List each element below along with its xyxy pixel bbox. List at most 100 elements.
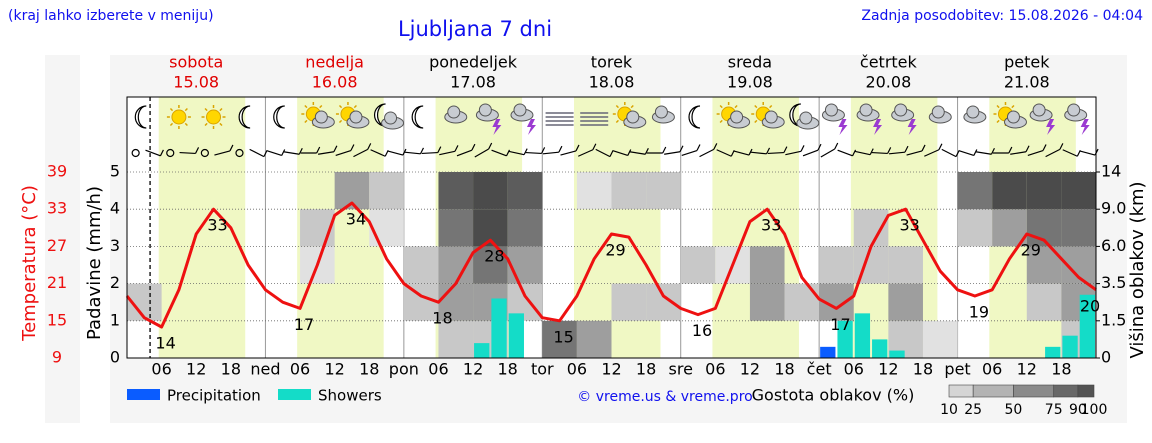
cloud-legend-tick: 90 [1069, 402, 1087, 418]
cloud-cell [507, 209, 543, 247]
wind-barb [179, 151, 196, 155]
x-tick-label: 06 [982, 360, 1002, 379]
cloud-legend-box [948, 384, 974, 398]
wind-barb [263, 150, 268, 157]
wind-barb [958, 149, 975, 157]
wind-barb [421, 151, 438, 155]
cloud-cell [369, 172, 404, 210]
legend-label: Precipitation [167, 387, 261, 405]
wind-barb [820, 148, 836, 158]
temperature-tick-label: 27 [47, 236, 67, 255]
icon-ray [734, 104, 738, 109]
cloud-cell [438, 172, 474, 210]
icon-cloud [447, 105, 461, 119]
icon-bolt [907, 119, 917, 135]
wind-barb [1059, 143, 1064, 150]
icon-ray [754, 119, 758, 124]
cloud-legend-tick: 100 [1081, 402, 1108, 418]
wind-barb [716, 149, 732, 157]
icon-cloud [824, 103, 838, 117]
x-tick-label: 18 [636, 360, 656, 379]
wind-calm [235, 148, 244, 158]
icon-cloud [931, 105, 945, 119]
wind-barb [955, 150, 960, 157]
wind-barb [696, 144, 701, 151]
wind-barb [938, 143, 943, 151]
y2-axis-label: Višina oblakov (km) [1127, 181, 1148, 358]
cloud-cell [403, 246, 439, 284]
day-name: ponedeljek [429, 53, 518, 72]
wind-barb [145, 149, 161, 157]
note: (kraj lahko izberete v meniju) [8, 8, 214, 24]
temperature-tick-label: 33 [47, 199, 67, 218]
icon-sun [206, 109, 222, 125]
x-tick-label: pet [944, 360, 970, 379]
day-name: petek [1004, 53, 1050, 72]
bar [474, 343, 490, 358]
wind-barb [973, 149, 978, 156]
cloud-cell [646, 172, 681, 210]
wind-barb [249, 148, 265, 158]
day-date: 17.08 [450, 73, 496, 92]
temperature-label: 34 [346, 210, 366, 229]
wind-barb [906, 150, 923, 156]
x-tick-label: 18 [359, 360, 379, 379]
wind-barb [921, 144, 926, 152]
x-tick-label: 12 [1017, 360, 1037, 379]
day-name: nedelja [305, 53, 364, 72]
cloud-cell [888, 246, 923, 284]
wind-barb [679, 145, 684, 153]
temperature-label: 29 [1021, 241, 1041, 260]
day-date: 16.08 [312, 73, 358, 92]
icon-bolt [873, 119, 883, 135]
icon-ray [338, 104, 343, 109]
cloud-cell [957, 209, 993, 247]
wind-barb [560, 150, 577, 156]
icon-bolt [838, 119, 848, 135]
wind-barb [595, 148, 611, 158]
wind-barb [350, 144, 355, 151]
wind-barb [748, 148, 753, 156]
icon-cloud [349, 110, 363, 124]
wind-barb [367, 143, 372, 150]
wind-barb [817, 143, 822, 151]
icon-ray [219, 122, 223, 127]
cloud-cell [888, 283, 923, 321]
wind-barb [283, 151, 300, 155]
bar [508, 313, 524, 358]
x-tick-label: 18 [497, 360, 517, 379]
x-tick-label: 18 [913, 360, 933, 379]
icon-ray [184, 122, 188, 127]
cloud-cell [749, 283, 785, 321]
wind-barb [439, 150, 456, 156]
wind-barb [681, 149, 698, 157]
chart-title: Ljubljana 7 dni [398, 17, 552, 41]
wind-barb [523, 148, 528, 155]
wind-barb [837, 149, 853, 157]
icon-ray [769, 104, 773, 109]
icon-bolt [492, 119, 502, 135]
wind-barb [542, 151, 559, 155]
wind-barb [370, 149, 386, 157]
wind-barb [975, 151, 992, 155]
icon-ray [1011, 104, 1015, 109]
wind-barb [456, 149, 473, 157]
wind-barb [558, 145, 563, 153]
icon-cloud [654, 105, 668, 119]
wind-barb [802, 149, 819, 157]
bar [854, 313, 871, 358]
wind-barb [699, 148, 715, 158]
x-tick-label: 12 [463, 360, 483, 379]
wind-barb [592, 143, 597, 151]
wind-barb [335, 149, 352, 157]
temperature-label: 14 [155, 334, 175, 353]
icon-ray [219, 107, 223, 112]
wind-calm [200, 148, 209, 158]
cloud-legend-tick: 10 [940, 402, 958, 418]
icon-ray [754, 104, 758, 109]
legend-swatch [127, 389, 160, 400]
wind-barb [195, 147, 200, 154]
temperature-tick-label: 15 [47, 310, 67, 329]
cloud-cell [680, 246, 716, 284]
wind-barb [387, 150, 404, 156]
